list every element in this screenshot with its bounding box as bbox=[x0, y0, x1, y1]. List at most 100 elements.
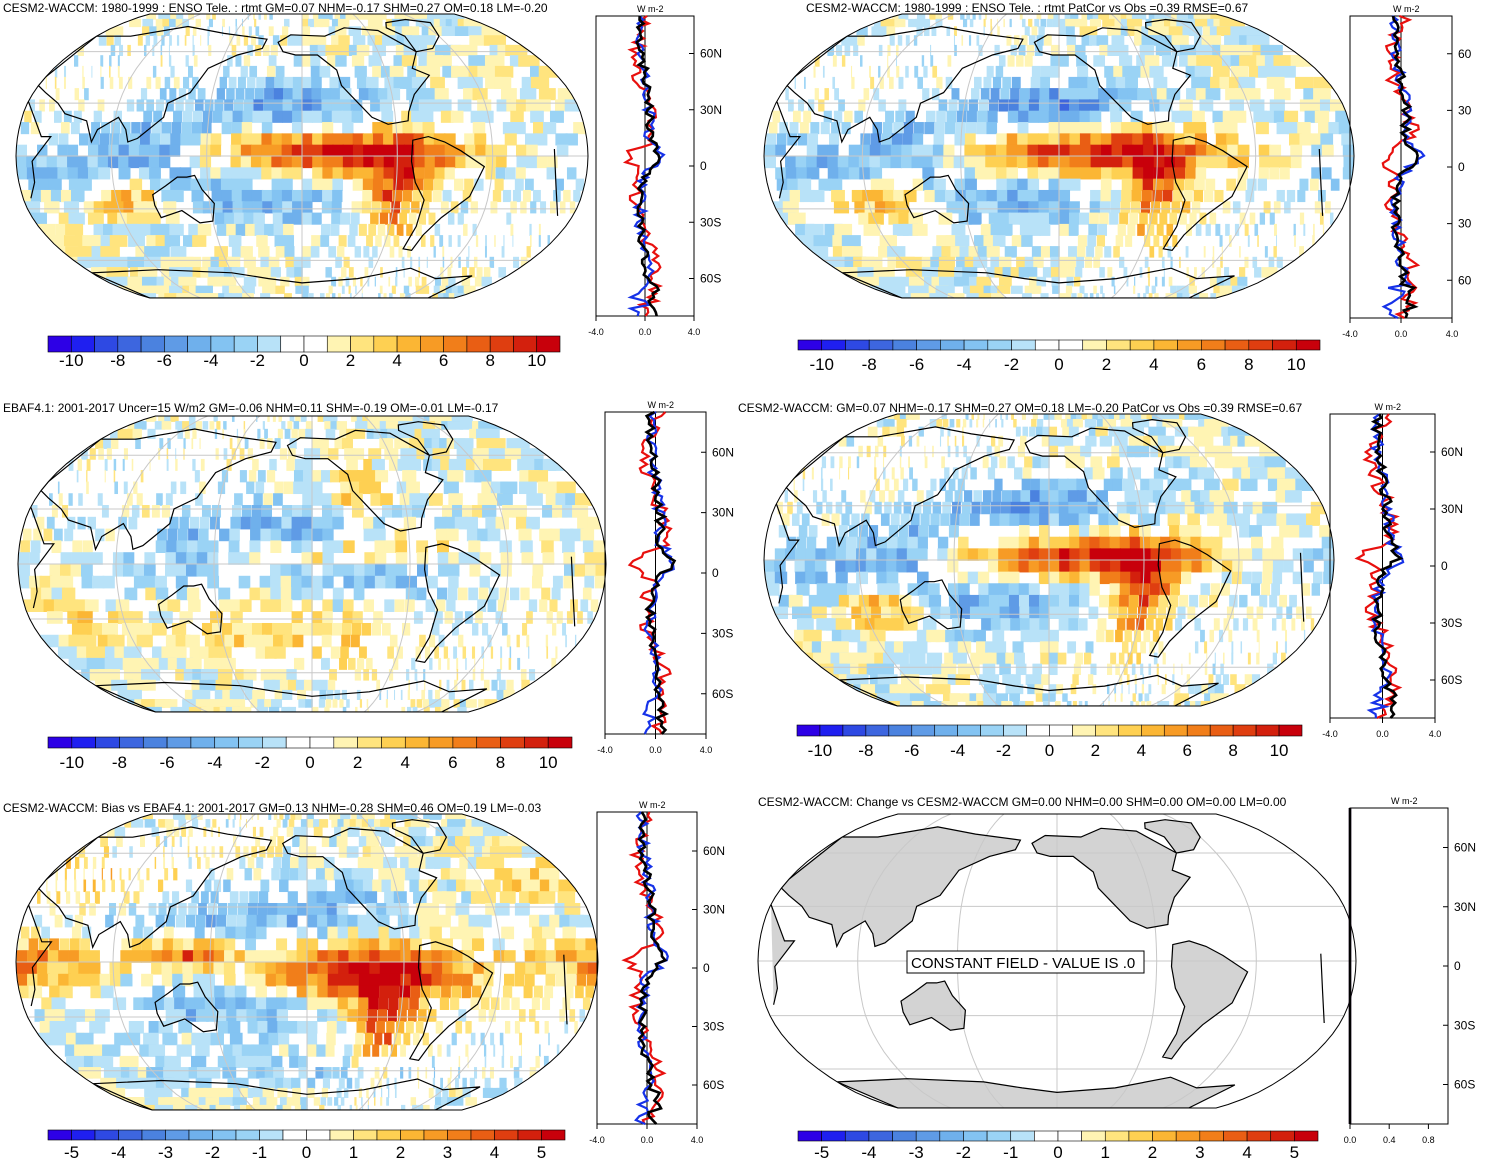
colorbar-label: 4 bbox=[392, 351, 401, 370]
colorbar-label: -3 bbox=[909, 1143, 924, 1162]
colorbar-label: -5 bbox=[64, 1143, 79, 1162]
colorbar-box bbox=[1255, 724, 1280, 737]
zonal-mean-profile: -4.0 0.0 4.0 60N 30N 0 30S 60S W m-2 bbox=[588, 4, 722, 337]
colorbar: -10 -8 -6 -4 -2 0 2 4 6 8 10 bbox=[796, 724, 1303, 760]
colorbar-box bbox=[489, 335, 514, 353]
profile-ytick: 30S bbox=[1454, 1018, 1475, 1032]
coastlines bbox=[776, 18, 1324, 298]
colorbar-box bbox=[1163, 724, 1188, 737]
colorbar-box bbox=[141, 1129, 166, 1141]
colorbar-box bbox=[1118, 724, 1142, 737]
profile-ytick: 60S bbox=[700, 272, 721, 286]
map-outline bbox=[757, 813, 1357, 1109]
colorbar-box bbox=[844, 1130, 870, 1142]
colorbar-box bbox=[536, 335, 561, 353]
colorbar-label: -1 bbox=[252, 1143, 267, 1162]
colorbar-label: -2 bbox=[205, 1143, 220, 1162]
colorbar-box bbox=[868, 339, 894, 351]
colorbar-box bbox=[188, 1129, 213, 1141]
colorbar-box bbox=[1175, 1130, 1201, 1142]
colorbar-box bbox=[916, 339, 941, 351]
profile-line bbox=[635, 15, 661, 317]
colorbar-box bbox=[500, 736, 525, 749]
colorbar-box bbox=[821, 339, 846, 351]
colorbar-box bbox=[939, 1130, 964, 1142]
colorbar-label: 0 bbox=[302, 1143, 311, 1162]
profile-ytick: 60N bbox=[712, 445, 734, 459]
profile-ytick: 0 bbox=[703, 961, 710, 975]
colorbar-box bbox=[118, 1129, 143, 1141]
colorbar-box bbox=[71, 1129, 96, 1141]
profile-ytick: 30N bbox=[1454, 900, 1476, 914]
colorbar-box bbox=[280, 335, 305, 353]
colorbar-box bbox=[142, 736, 168, 749]
colorbar-label: -3 bbox=[158, 1143, 173, 1162]
profile-ytick: 60 bbox=[1458, 47, 1472, 61]
colorbar-box bbox=[47, 1129, 72, 1141]
colorbar-box bbox=[1152, 1130, 1177, 1142]
map-field bbox=[764, 414, 1334, 706]
colorbar-box bbox=[1106, 339, 1131, 351]
map-outline bbox=[17, 415, 607, 713]
colorbar-label: -4 bbox=[111, 1143, 126, 1162]
colorbar-box bbox=[238, 736, 263, 749]
colorbar-label: 8 bbox=[1228, 741, 1237, 760]
colorbar-box bbox=[1295, 339, 1321, 351]
colorbar-box bbox=[404, 736, 430, 749]
profile-xtick: 4.0 bbox=[1446, 329, 1459, 339]
profile-line bbox=[622, 15, 664, 317]
profile-line bbox=[634, 811, 669, 1126]
colorbar-box bbox=[428, 736, 454, 749]
colorbar-label: 0 bbox=[299, 351, 308, 370]
panel-5: CESM2-WACCM: Bias vs EBAF4.1: 2001-2017 … bbox=[3, 800, 725, 1162]
profile-ytick: 60N bbox=[1441, 445, 1463, 459]
colorbar-box bbox=[1201, 339, 1226, 351]
colorbar-box bbox=[1177, 339, 1202, 351]
constant-field-label: CONSTANT FIELD - VALUE IS .0 bbox=[911, 955, 1135, 972]
profile-ytick: 30 bbox=[1458, 217, 1472, 231]
panel-3: EBAF4.1: 2001-2017 Uncer=15 W/m2 GM=-0.0… bbox=[3, 400, 734, 772]
colorbar-box bbox=[892, 339, 917, 351]
colorbar-box bbox=[1278, 724, 1303, 737]
colorbar-label: -8 bbox=[112, 753, 127, 772]
colorbar-label: 0 bbox=[1053, 1143, 1062, 1162]
colorbar-label: 5 bbox=[1290, 1143, 1299, 1162]
colorbar-label: 6 bbox=[448, 753, 457, 772]
colorbar-label: -10 bbox=[808, 741, 833, 760]
panel-6: CESM2-WACCM: Change vs CESM2-WACCM GM=0.… bbox=[757, 795, 1476, 1162]
colorbar-box bbox=[333, 736, 358, 749]
colorbar-label: 4 bbox=[1242, 1143, 1251, 1162]
colorbar-label: -4 bbox=[207, 753, 222, 772]
colorbar-box bbox=[1034, 1130, 1059, 1142]
colorbar-label: -1 bbox=[1003, 1143, 1018, 1162]
colorbar-box bbox=[1209, 724, 1234, 737]
colorbar-label: -10 bbox=[60, 753, 85, 772]
colorbar-box bbox=[1095, 724, 1119, 737]
colorbar-box bbox=[329, 1129, 354, 1141]
profile-unit: W m-2 bbox=[1375, 402, 1402, 412]
colorbar-box bbox=[821, 1130, 846, 1142]
colorbar-label: 2 bbox=[396, 1143, 405, 1162]
panel-title: CESM2-WACCM: 1980-1999 : ENSO Tele. : rt… bbox=[3, 1, 548, 15]
colorbar-label: 4 bbox=[490, 1143, 499, 1162]
zonal-mean-profile: -4.0 0.0 4.0 60 30 0 30 60 W m-2 bbox=[1342, 4, 1471, 339]
colorbar-label: -4 bbox=[957, 355, 972, 374]
colorbar-box bbox=[466, 335, 491, 353]
profile-xtick: -4.0 bbox=[1322, 729, 1338, 739]
colorbar: -5 -4 -3 -2 -1 0 1 2 3 4 5 bbox=[797, 1130, 1319, 1162]
colorbar-label: -2 bbox=[956, 1143, 971, 1162]
colorbar-box bbox=[1026, 724, 1050, 737]
colorbar-box bbox=[797, 339, 823, 351]
profile-ytick: 30 bbox=[1458, 103, 1472, 117]
colorbar-label: 2 bbox=[1091, 741, 1100, 760]
panel-2: CESM2-WACCM: 1980-1999 : ENSO Tele. : rt… bbox=[763, 1, 1472, 374]
colorbar-box bbox=[1141, 724, 1165, 737]
map-field bbox=[16, 14, 587, 298]
colorbar-box bbox=[214, 736, 239, 749]
profile-ytick: 30N bbox=[712, 506, 734, 520]
profile-ytick: 0 bbox=[1441, 559, 1448, 573]
colorbar-label: 6 bbox=[1182, 741, 1191, 760]
colorbar-box bbox=[1294, 1130, 1319, 1142]
profile-ytick: 0 bbox=[1458, 160, 1465, 174]
profile-ytick: 60S bbox=[712, 687, 733, 701]
